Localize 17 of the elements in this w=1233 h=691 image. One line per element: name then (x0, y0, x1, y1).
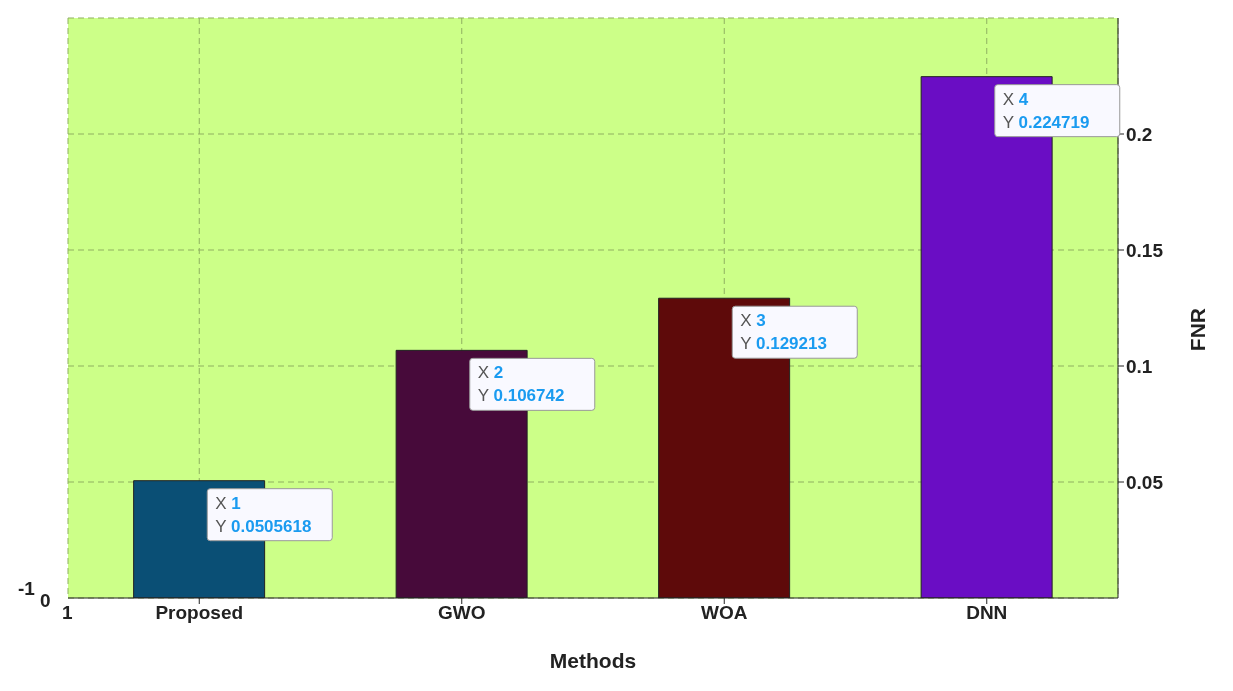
annotation: X 1 Y 0.0505618 (215, 493, 312, 536)
annotation: X 3 Y 0.129213 (740, 311, 827, 354)
x-tick-label: DNN (966, 602, 1008, 624)
x-tick-label: GWO (438, 602, 486, 624)
y-tick-label: 0.1 (1126, 355, 1153, 377)
y-tick-label: 0.05 (1126, 471, 1164, 493)
x-axis-title: Methods (549, 649, 637, 672)
y-axis-title: FNR (1186, 308, 1210, 352)
text: 1 (62, 602, 73, 624)
text: -1 (18, 578, 35, 600)
x-tick-label: WOA (701, 602, 748, 624)
annotation: X 2 Y 0.106742 (477, 363, 565, 406)
y-tick-label: 0.2 (1126, 123, 1153, 145)
y-tick-label: 0.15 (1126, 239, 1164, 261)
annotation: X 4 Y 0.224719 (1002, 89, 1090, 132)
x-tick-label: Proposed (155, 602, 244, 624)
text: 0 (40, 590, 51, 612)
